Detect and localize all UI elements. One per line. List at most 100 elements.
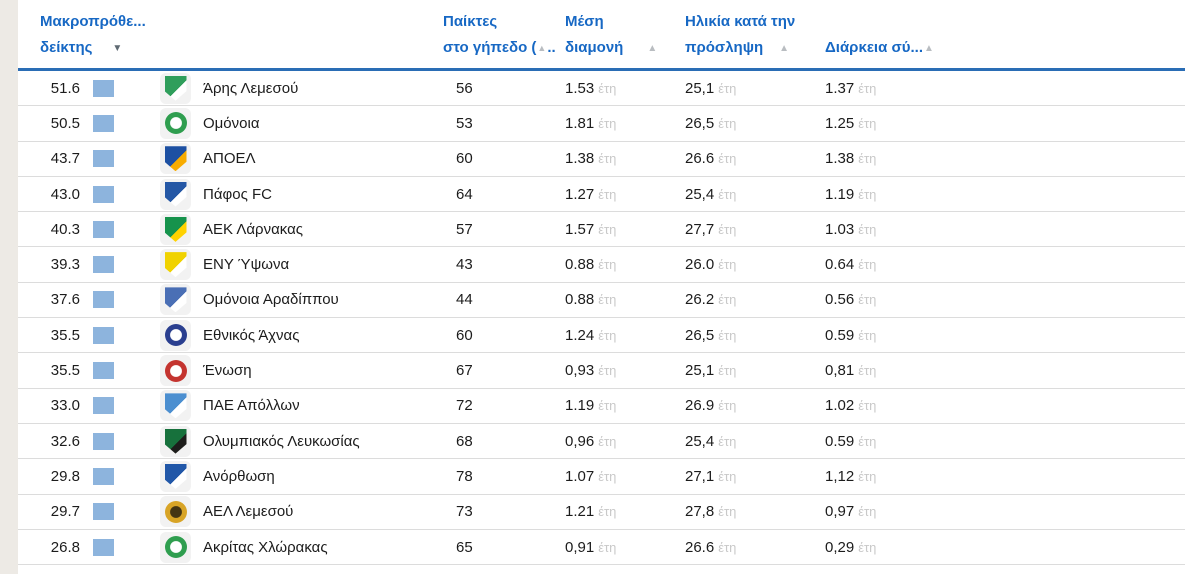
avg-stay-value: 1.57 — [565, 220, 595, 238]
club-name-link[interactable]: Ολυμπιακός Λευκωσίας — [203, 432, 360, 450]
avg-stay-unit: έτη — [598, 539, 617, 555]
club-cell: Άρης Λεμεσού — [160, 72, 443, 104]
table-row: 32.6 Ολυμπιακός Λευκωσίας 68 0,96 έτη 25,… — [18, 424, 1185, 460]
age-at-signing-value: 27,1 — [685, 467, 715, 485]
column-header-longterm-index[interactable]: Μακροπρόθε... δείκτης ▼ — [40, 9, 160, 62]
olympiakos-nicosia-logo[interactable] — [160, 425, 191, 457]
eny-ypsonas-logo[interactable] — [160, 249, 191, 281]
longterm-index-cell: 43.0 — [40, 185, 160, 203]
club-name-link[interactable]: Άρης Λεμεσού — [203, 79, 299, 97]
age-at-signing-value: 26.2 — [685, 291, 715, 309]
sort-ascending-icon[interactable]: ▲ — [537, 43, 547, 53]
club-name-link[interactable]: ΑΕΛ Λεμεσού — [203, 503, 294, 521]
club-name-link[interactable]: Πάφος FC — [203, 185, 272, 203]
players-on-field-value: 44 — [456, 291, 473, 309]
column-header-average-stay[interactable]: Μέση διαμονή ▲ — [565, 9, 685, 62]
age-at-signing-unit: έτη — [718, 257, 737, 273]
contract-duration-unit: έτη — [858, 504, 877, 520]
contract-duration-value: 1.37 — [825, 79, 855, 97]
column-header-age-at-signing[interactable]: Ηλικία κατά την πρόσληψη ▲ — [685, 9, 825, 62]
avg-stay-unit: έτη — [598, 221, 617, 237]
aek-larnaca-logo[interactable] — [160, 213, 191, 245]
sort-ascending-icon[interactable]: ▲ — [647, 43, 658, 54]
age-at-signing-cell: 26.6 έτη — [685, 150, 825, 167]
average-stay-cell: 1.24 έτη — [565, 327, 685, 344]
header-line2: διαμονή — [565, 39, 624, 56]
contract-duration-value: 0.64 — [825, 256, 855, 274]
contract-duration-unit: έτη — [858, 398, 877, 414]
contract-duration-unit: έτη — [858, 186, 877, 202]
contract-duration-value: 1.03 — [825, 220, 855, 238]
ethnikos-achna-logo[interactable] — [160, 319, 191, 351]
apoel-logo[interactable] — [160, 143, 191, 175]
club-name-link[interactable]: Ένωση — [203, 362, 252, 380]
players-on-field-value: 73 — [456, 503, 473, 521]
longterm-index-cell: 29.8 — [40, 467, 160, 485]
avg-stay-unit: έτη — [598, 398, 617, 414]
club-name-link[interactable]: Ομόνοια — [203, 114, 260, 132]
avg-stay-unit: έτη — [598, 433, 617, 449]
table-row: 40.3 ΑΕΚ Λάρνακας 57 1.57 έτη 27,7 έτη 1.0… — [18, 212, 1185, 248]
club-name-link[interactable]: ΑΠΟΕΛ — [203, 150, 256, 168]
longterm-index-cell: 35.5 — [40, 362, 160, 380]
age-at-signing-unit: έτη — [718, 363, 737, 379]
contract-duration-value: 0.59 — [825, 326, 855, 344]
club-name-link[interactable]: ΠΑΕ Απόλλων — [203, 397, 300, 415]
enosi-logo[interactable] — [160, 355, 191, 387]
contract-duration-value: 1.19 — [825, 185, 855, 203]
omonoia-logo[interactable] — [160, 107, 191, 139]
age-at-signing-unit: έτη — [718, 504, 737, 520]
club-cell: Ομόνοια Αραδίππου — [160, 284, 443, 316]
age-at-signing-unit: έτη — [718, 327, 737, 343]
contract-duration-value: 1.38 — [825, 150, 855, 168]
age-at-signing-unit: έτη — [718, 433, 737, 449]
players-on-field-value: 57 — [456, 220, 473, 238]
club-name-link[interactable]: Ανόρθωση — [203, 467, 275, 485]
club-name-link[interactable]: ΕΝΥ Ύψωνα — [203, 256, 290, 274]
contract-duration-cell: 1.19 έτη — [825, 186, 965, 203]
age-at-signing-value: 27,8 — [685, 503, 715, 521]
contract-duration-cell: 0.59 έτη — [825, 327, 965, 344]
avg-stay-value: 1.81 — [565, 114, 595, 132]
longterm-index-cell: 29.7 — [40, 503, 160, 521]
club-name-link[interactable]: Ομόνοια Αραδίππου — [203, 291, 339, 309]
table-row: 29.7 ΑΕΛ Λεμεσού 73 1.21 έτη 27,8 έτη 0,97… — [18, 495, 1185, 530]
club-name-link[interactable]: ΑΕΚ Λάρνακας — [203, 220, 303, 238]
club-name-link[interactable]: Ακρίτας Χλώρακας — [203, 538, 328, 556]
club-cell: ΑΕΛ Λεμεσού — [160, 496, 443, 528]
longterm-index-cell: 37.6 — [40, 291, 160, 309]
contract-duration-unit: έτη — [858, 221, 877, 237]
avg-stay-value: 0,96 — [565, 432, 595, 450]
players-on-field-cell: 73 — [443, 503, 565, 520]
header-line2: πρόσληψη — [685, 39, 764, 56]
club-name-link[interactable]: Εθνικός Άχνας — [203, 326, 300, 344]
index-bar — [93, 256, 114, 274]
anorthosis-logo[interactable] — [160, 460, 191, 492]
column-header-players-on-field[interactable]: Παίκτες στο γήπεδο (▲.. — [443, 9, 565, 62]
contract-duration-cell: 1,12 έτη — [825, 468, 965, 485]
ael-limassol-logo[interactable] — [160, 496, 191, 528]
header-line1: Παίκτες — [443, 13, 498, 30]
contract-duration-value: 0,97 — [825, 503, 855, 521]
akritas-chlorakas-logo[interactable] — [160, 531, 191, 563]
sort-ascending-icon[interactable]: ▲ — [779, 43, 790, 54]
players-on-field-value: 60 — [456, 150, 473, 168]
players-on-field-value: 60 — [456, 326, 473, 344]
avg-stay-unit: έτη — [598, 363, 617, 379]
pae-apollon-logo[interactable] — [160, 390, 191, 422]
average-stay-cell: 1.27 έτη — [565, 186, 685, 203]
index-bar — [93, 467, 114, 485]
longterm-index-cell: 50.5 — [40, 114, 160, 132]
column-header-contract-duration[interactable]: Διάρκεια σύ...▲ — [825, 9, 965, 62]
header-line2: Διάρκεια σύ... — [825, 39, 923, 56]
age-at-signing-unit: έτη — [718, 186, 737, 202]
contract-duration-unit: έτη — [858, 292, 877, 308]
aris-limassol-logo[interactable] — [160, 72, 191, 104]
contract-duration-unit: έτη — [858, 115, 877, 131]
pafos-fc-logo[interactable] — [160, 178, 191, 210]
omonoia-aradippou-logo[interactable] — [160, 284, 191, 316]
index-bar — [93, 291, 114, 309]
index-bar — [93, 114, 114, 132]
sort-descending-icon[interactable]: ▼ — [112, 43, 123, 54]
sort-ascending-icon[interactable]: ▲ — [923, 43, 934, 54]
